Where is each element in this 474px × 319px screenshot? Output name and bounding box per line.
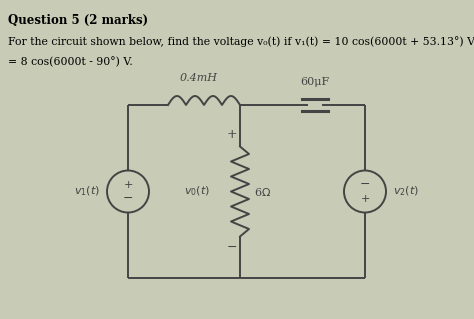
Text: = 8 cos(6000t - 90°) V.: = 8 cos(6000t - 90°) V. (8, 57, 133, 68)
Text: $v_1(t)$: $v_1(t)$ (74, 185, 100, 198)
Text: 60μF: 60μF (301, 77, 329, 87)
Text: 6$\Omega$: 6$\Omega$ (254, 186, 271, 197)
Text: Question 5 (2 marks): Question 5 (2 marks) (8, 14, 148, 27)
Text: −: − (227, 241, 237, 254)
Text: $v_0(t)$: $v_0(t)$ (184, 185, 210, 198)
Text: −: − (360, 178, 370, 191)
Text: $v_2(t)$: $v_2(t)$ (393, 185, 419, 198)
Text: +: + (360, 194, 370, 204)
Text: 0.4mH: 0.4mH (180, 73, 218, 83)
Text: −: − (123, 192, 133, 205)
Text: +: + (123, 180, 133, 189)
Text: For the circuit shown below, find the voltage v₀(t) if v₁(t) = 10 cos(6000t + 53: For the circuit shown below, find the vo… (8, 36, 474, 47)
Text: +: + (227, 128, 237, 140)
